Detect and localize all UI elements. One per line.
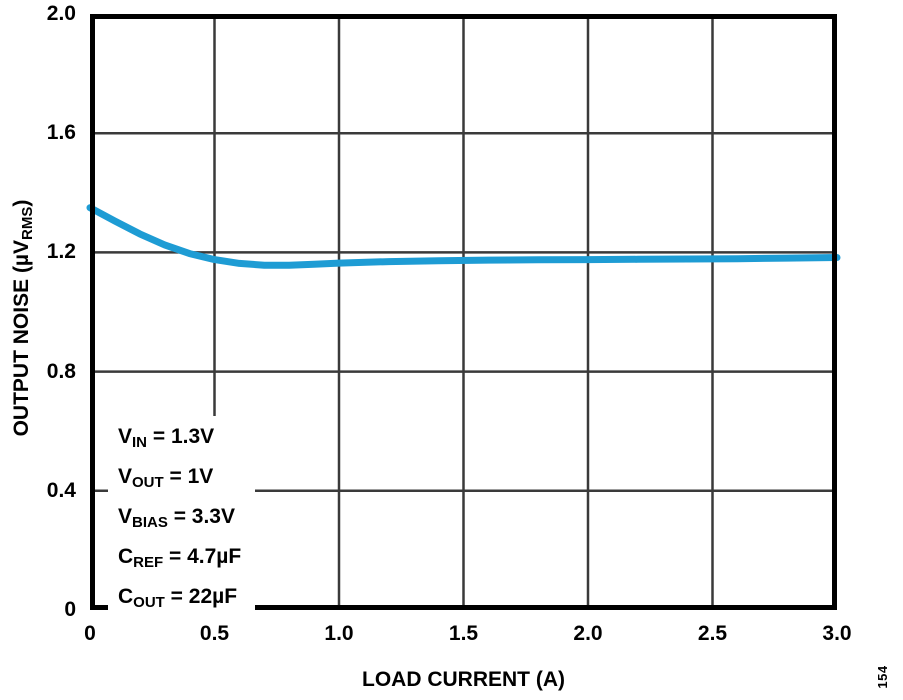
y-axis-title: OUTPUT NOISE (µVRMS): [8, 138, 36, 498]
condition-text: OUT: [132, 474, 164, 491]
x-axis-tick-label: 1.5: [448, 622, 479, 645]
x-axis-tick-label: 2.0: [573, 622, 603, 645]
y-axis-tick-label: 1.2: [46, 240, 76, 264]
y-axis-tick-label: 1.6: [46, 121, 76, 145]
condition-text: = 4.7µF: [163, 545, 242, 568]
condition-text: OUT: [133, 594, 165, 611]
condition-text: = 1.3V: [147, 425, 215, 448]
y-axis-tick-label: 0.8: [46, 359, 76, 383]
y-axis-tick-label: 0.4: [46, 478, 76, 502]
x-axis-tick-label: 3.0: [822, 622, 852, 645]
condition-text: C: [118, 545, 134, 568]
condition-text: IN: [132, 434, 148, 451]
condition-text: = 3.3V: [167, 505, 235, 528]
x-axis-tick-label: 0.5: [199, 622, 230, 645]
y-axis-title-text: ): [10, 199, 33, 207]
condition-line: COUT = 22µF: [118, 580, 241, 620]
y-axis-tick-label: 2.0: [46, 2, 76, 25]
x-axis-title: LOAD CURRENT (A): [362, 668, 565, 691]
noise-curve: [86, 204, 841, 269]
condition-line: VBIAS = 3.3V: [118, 500, 241, 540]
test-conditions-annotation: VIN = 1.3V VOUT = 1V VBIAS = 3.3V CREF = 4.…: [108, 416, 256, 626]
condition-line: VOUT = 1V: [118, 460, 241, 500]
plot-frame: [90, 14, 837, 610]
x-axis-tick-label: 2.5: [697, 622, 728, 645]
y-axis-title-text: OUTPUT NOISE (µV: [10, 239, 33, 437]
x-axis-tick-label: 0: [84, 622, 96, 645]
condition-text: = 1V: [163, 465, 214, 488]
x-axis-tick-label: 1.0: [324, 622, 354, 645]
figure-number: 154: [875, 665, 890, 689]
y-axis-tick-label: 0: [64, 598, 76, 621]
condition-text: REF: [133, 554, 164, 571]
condition-text: V: [118, 425, 133, 448]
condition-text: BIAS: [132, 514, 168, 531]
condition-text: V: [118, 505, 133, 528]
condition-text: = 22µF: [164, 585, 238, 608]
condition-text: V: [118, 465, 133, 488]
condition-text: C: [118, 585, 134, 608]
condition-line: VIN = 1.3V: [118, 420, 241, 460]
y-axis-title-subscript: RMS: [19, 206, 36, 240]
condition-line: CREF = 4.7µF: [118, 540, 241, 580]
